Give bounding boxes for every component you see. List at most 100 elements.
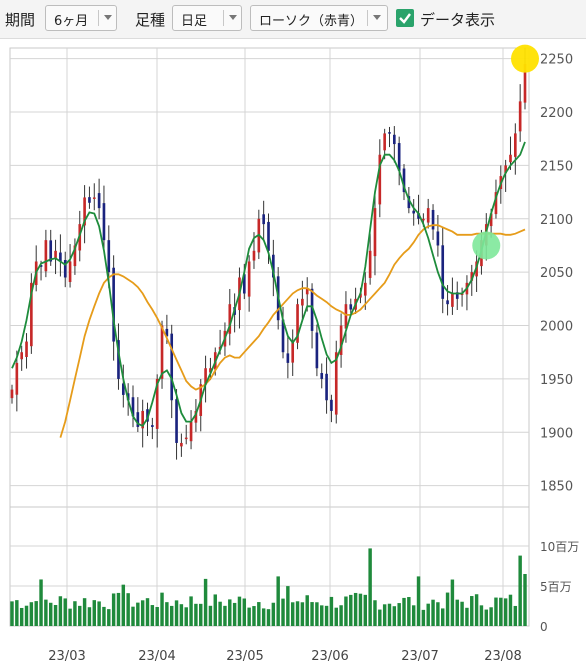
- volume-bar: [44, 599, 48, 626]
- volume-bar: [82, 598, 87, 626]
- current-price-marker: [472, 231, 501, 260]
- candle-type-select[interactable]: 日足: [172, 5, 242, 31]
- volume-bar: [34, 601, 38, 626]
- volume-bar: [68, 608, 72, 626]
- x-tick-label: 23/05: [226, 649, 263, 664]
- volume-tick-label: 5百万: [540, 580, 572, 594]
- volume-bar: [508, 594, 513, 626]
- volume-bar: [358, 593, 363, 626]
- candle-body: [291, 341, 295, 363]
- volume-bar: [276, 576, 280, 626]
- candle-body: [209, 368, 212, 373]
- data-display-label: データ表示: [420, 11, 496, 29]
- volume-bar: [257, 602, 261, 626]
- volume-bar: [286, 586, 290, 626]
- volume-bar: [203, 578, 208, 626]
- volume-bar: [411, 605, 416, 626]
- candle-body: [39, 265, 43, 267]
- candle-body: [44, 240, 48, 272]
- candle-body: [470, 272, 474, 281]
- price-tick-label: 1900: [540, 426, 573, 441]
- price-tick-label: 2150: [540, 159, 573, 174]
- volume-bar: [465, 607, 469, 626]
- volume-bar: [373, 600, 377, 626]
- candle-body: [184, 437, 188, 440]
- select-divider: [98, 10, 99, 26]
- candle-body: [49, 240, 53, 262]
- volume-bar: [290, 602, 295, 626]
- candle-body: [455, 292, 459, 299]
- candle-body: [344, 304, 348, 329]
- volume-bar: [116, 592, 121, 626]
- candle-body: [63, 260, 67, 278]
- volume-bar: [87, 607, 92, 626]
- candle-body: [388, 132, 391, 134]
- candle-body: [30, 282, 33, 347]
- volume-bar: [479, 605, 484, 626]
- volume-bar: [324, 605, 329, 626]
- volume-bar: [431, 599, 435, 626]
- period-label: 期間: [5, 11, 36, 29]
- x-tick-label: 23/04: [138, 649, 175, 664]
- volume-bar: [15, 600, 19, 626]
- candle-body: [378, 154, 382, 205]
- volume-bar: [53, 604, 58, 626]
- volume-bar: [63, 598, 67, 626]
- volume-bar: [445, 592, 450, 626]
- candle-body: [272, 254, 275, 278]
- volume-bar: [474, 594, 479, 626]
- candle-body: [155, 378, 159, 429]
- volume-bar: [281, 598, 285, 626]
- chevron-down-icon: [229, 15, 237, 20]
- candle-body: [426, 208, 430, 223]
- volume-bar: [174, 600, 179, 626]
- candle-body: [286, 353, 290, 363]
- candle-body: [523, 64, 527, 103]
- volume-bar: [407, 597, 411, 626]
- volume-bar: [455, 599, 459, 626]
- candle-body: [136, 412, 140, 427]
- volume-bar: [329, 596, 334, 626]
- volume-bar: [223, 605, 227, 626]
- data-display-checkbox[interactable]: [396, 9, 414, 27]
- candle-body: [25, 341, 28, 358]
- volume-bar: [252, 606, 256, 626]
- volume-bar: [499, 597, 503, 626]
- candle-body: [252, 250, 256, 261]
- volume-bar: [382, 604, 387, 626]
- volume-bar: [102, 606, 106, 626]
- candle-body: [412, 210, 416, 214]
- period-select[interactable]: 6ヶ月: [45, 5, 117, 31]
- volume-bar: [518, 555, 522, 626]
- volume-bar: [470, 596, 474, 626]
- volume-bar: [416, 576, 421, 626]
- volume-bar: [426, 603, 430, 626]
- candle-body: [170, 333, 174, 401]
- volume-bar: [310, 602, 314, 626]
- price-tick-label: 1850: [540, 480, 573, 495]
- candle-body: [441, 245, 445, 299]
- candle-body: [296, 304, 299, 343]
- volume-bar: [344, 596, 348, 626]
- candle-body: [175, 399, 178, 443]
- candle-body: [141, 410, 144, 429]
- volume-bar: [484, 609, 489, 626]
- candle-body: [315, 332, 319, 369]
- volume-bar: [58, 596, 63, 626]
- short-moving-average-line: [11, 141, 526, 428]
- volume-bar: [10, 601, 14, 626]
- volume-bar: [460, 601, 464, 626]
- candle-body: [422, 218, 425, 221]
- select-divider: [367, 10, 368, 26]
- chart-svg: 1850 1900 1950 2000 2050 2100 2150 2200 2250 10百万…: [9, 44, 579, 664]
- candle-body: [334, 352, 338, 415]
- chart-style-select[interactable]: ローソク（赤青）: [250, 5, 388, 31]
- volume-bar: [194, 603, 198, 626]
- price-tick-label: 1950: [540, 373, 573, 388]
- x-tick-label: 23/07: [401, 649, 438, 664]
- volume-bar: [441, 608, 445, 626]
- volume-bar: [363, 594, 368, 626]
- volume-bar: [107, 609, 111, 626]
- x-tick-label: 23/06: [311, 649, 348, 664]
- volume-bar: [228, 599, 232, 626]
